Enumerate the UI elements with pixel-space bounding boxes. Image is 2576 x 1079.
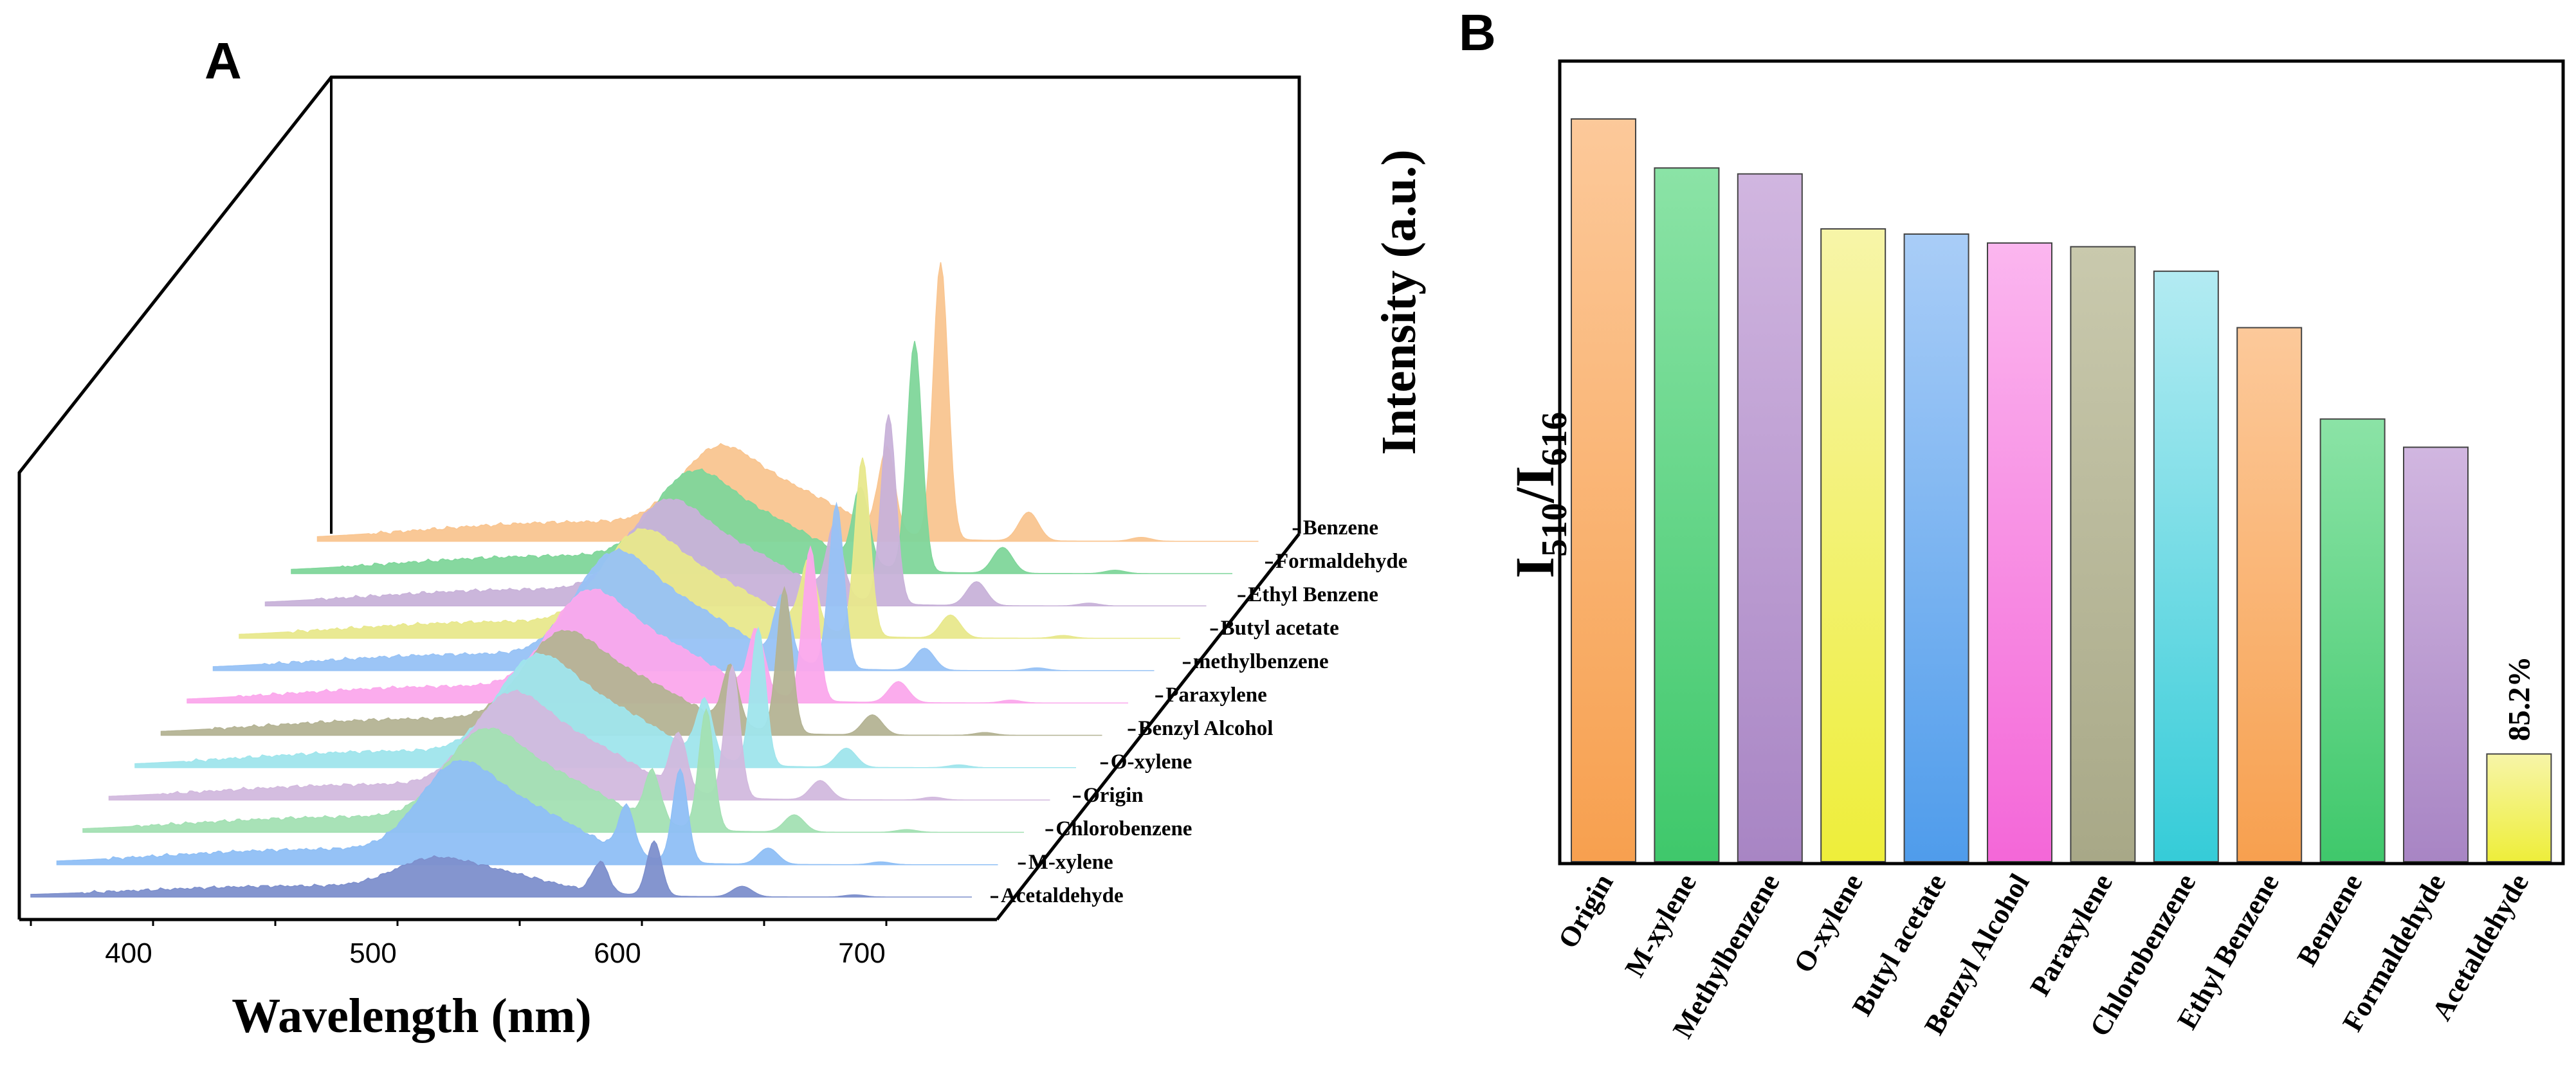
acetaldehyde-percentage-label: 85.2% xyxy=(2502,657,2536,741)
category-label: M-xylene xyxy=(1619,869,1703,983)
bar-butyl-acetate xyxy=(1903,233,1969,862)
spectrum-formaldehyde xyxy=(291,341,1232,574)
series-label: Formaldehyde xyxy=(1275,550,1407,573)
bars-group xyxy=(1571,118,2552,863)
category-label: Origin xyxy=(1552,869,1620,954)
panel-b-letter: B xyxy=(1459,4,1496,61)
spectrum-benzene xyxy=(316,262,1259,542)
x-tick-label: 600 xyxy=(594,938,641,969)
bar-chlorobenzene xyxy=(2153,270,2219,862)
series-label: Butyl acetate xyxy=(1221,617,1339,640)
spectra-group xyxy=(30,262,1259,898)
y-axis-title-sub1: 510 xyxy=(1535,503,1575,557)
x-tick-label: 500 xyxy=(349,938,396,969)
series-label: methylbenzene xyxy=(1193,650,1329,673)
series-label: Benzene xyxy=(1303,516,1378,540)
panel-a-letter: A xyxy=(205,32,242,89)
spectrum-origin xyxy=(108,664,1050,801)
spectrum-butyl-acetate xyxy=(239,457,1180,639)
x-axis-title: Wavelength (nm) xyxy=(232,989,591,1043)
bar-m-xylene xyxy=(1654,167,1720,863)
bar-benzyl-alcohol xyxy=(1987,242,2052,862)
y-axis-title-sub2: 616 xyxy=(1535,412,1575,466)
bar-acetaldehyde xyxy=(2486,753,2552,863)
category-label: O-xylene xyxy=(1787,869,1869,979)
series-label: Chlorobenzene xyxy=(1055,817,1192,840)
depth-axis-line xyxy=(996,532,1301,921)
series-label: Ethyl Benzene xyxy=(1248,583,1378,606)
category-label: Benzene xyxy=(2291,869,2369,972)
y-axis-title: I510/I616 xyxy=(1504,412,1575,579)
spectrum-paraxylene xyxy=(187,545,1128,703)
spectrum-o-xylene xyxy=(134,626,1076,768)
bar-benzene xyxy=(2319,418,2386,862)
spectrum-methylbenzene xyxy=(212,502,1155,671)
x-axis-ticks: 400 500 600 700 xyxy=(30,920,888,969)
series-label: Origin xyxy=(1083,784,1144,807)
series-label: O-xylene xyxy=(1111,750,1192,774)
bar-ethyl-benzene xyxy=(2236,327,2303,862)
spectrum-m-xylene xyxy=(56,759,998,866)
bar-o-xylene xyxy=(1820,228,1886,862)
series-label: Benzyl Alcohol xyxy=(1138,717,1274,740)
spectrum-ethyl-benzene xyxy=(264,414,1207,607)
series-label: Acetaldehyde xyxy=(1001,884,1124,907)
spectra-panel: A Acetaldehyde M-xylene Chlorobenzene Origi… xyxy=(17,32,1426,1043)
bar-paraxylene xyxy=(2070,246,2136,863)
spectrum-benzyl-alcohol xyxy=(160,586,1102,736)
y-axis-title-mid: /I xyxy=(1504,466,1566,503)
series-label: M-xylene xyxy=(1028,851,1113,874)
x-tick-label: 700 xyxy=(838,938,885,969)
z-axis-title: Intensity (a.u.) xyxy=(1372,149,1426,455)
spectrum-acetaldehyde xyxy=(30,840,972,898)
spectrum-chlorobenzene xyxy=(82,707,1024,833)
bar-formaldehyde xyxy=(2403,446,2469,862)
y-axis-title-main: I xyxy=(1504,557,1566,578)
category-label: Paraxylene xyxy=(2024,869,2119,1002)
series-label: Paraxylene xyxy=(1165,684,1267,707)
bar-methylbenzene xyxy=(1737,173,1803,863)
plot-frame xyxy=(1558,59,2565,866)
bar-origin xyxy=(1571,118,1636,862)
x-tick-label: 400 xyxy=(105,938,152,969)
depth-axis-labels: Acetaldehyde M-xylene Chlorobenzene Origin O… xyxy=(991,516,1407,907)
